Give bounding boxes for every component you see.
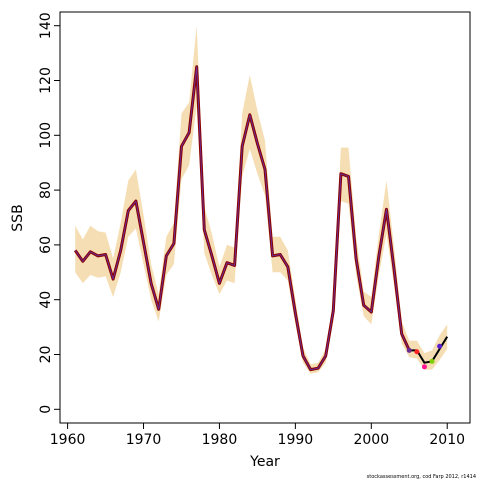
y-axis: 0 20 40 60 80 100 120 140 — [38, 12, 60, 414]
y-tick-label: 100 — [38, 122, 54, 149]
x-tick-label: 1980 — [202, 432, 238, 448]
footnote: stockassessment.org, cod Farp 2012, r141… — [367, 474, 476, 480]
x-tick-label: 1960 — [50, 432, 86, 448]
x-tick-label: 2000 — [353, 432, 389, 448]
retro-points — [406, 343, 443, 370]
retro-point — [406, 347, 412, 353]
retro-point — [429, 358, 435, 364]
x-axis: 1960 1970 1980 1990 2000 2010 — [50, 423, 465, 448]
x-tick-label: 2010 — [429, 432, 465, 448]
y-tick-label: 0 — [38, 405, 54, 414]
x-axis-title: Year — [249, 454, 280, 470]
retro-point — [437, 343, 443, 349]
y-tick-label: 120 — [38, 67, 54, 94]
x-tick-label: 1990 — [278, 432, 314, 448]
y-axis-title: SSB — [10, 204, 26, 231]
x-tick-label: 1970 — [126, 432, 162, 448]
retro-point — [421, 364, 427, 370]
y-tick-label: 140 — [38, 12, 54, 39]
plot-frame — [59, 11, 471, 424]
y-tick-label: 40 — [38, 291, 54, 309]
ssb-retro-line — [74, 66, 410, 371]
y-tick-label: 60 — [38, 236, 54, 254]
y-tick-label: 20 — [38, 346, 54, 364]
y-tick-label: 80 — [38, 181, 54, 199]
retro-point — [414, 349, 420, 355]
